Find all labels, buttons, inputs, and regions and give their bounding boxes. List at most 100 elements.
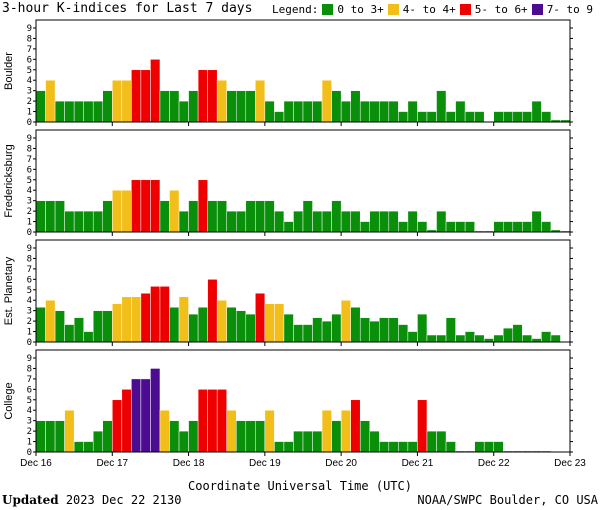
legend-text-storm: 5- to 6+ bbox=[474, 3, 528, 16]
y-tick-label-2-2: 2 bbox=[27, 317, 32, 327]
bar-2-30 bbox=[321, 320, 332, 343]
bar-1-25 bbox=[274, 210, 285, 233]
y-tick-label-0-3: 3 bbox=[27, 87, 32, 97]
bar-2-34 bbox=[359, 317, 370, 343]
bar-0-33 bbox=[350, 90, 361, 123]
bar-3-38 bbox=[398, 441, 409, 453]
panel-label-1: Fredericksburg bbox=[3, 144, 15, 217]
bar-2-17 bbox=[197, 306, 208, 343]
bar-1-29 bbox=[312, 210, 323, 233]
y-tick-label-2-1: 1 bbox=[27, 328, 32, 338]
bar-2-5 bbox=[83, 331, 94, 343]
legend-item-quiet: 0 to 3+ bbox=[322, 3, 384, 16]
bar-3-29 bbox=[312, 430, 323, 453]
y-tick-label-1-2: 2 bbox=[27, 207, 32, 217]
bar-0-5 bbox=[83, 100, 94, 123]
bar-1-9 bbox=[121, 189, 132, 233]
bar-0-31 bbox=[331, 90, 342, 123]
bar-2-8 bbox=[112, 303, 123, 343]
bar-3-37 bbox=[388, 441, 399, 453]
updated-label: Updated bbox=[2, 493, 59, 507]
bar-2-22 bbox=[245, 313, 256, 343]
bar-1-44 bbox=[455, 221, 466, 233]
bar-2-6 bbox=[92, 310, 103, 343]
bar-2-16 bbox=[188, 313, 199, 343]
bar-1-28 bbox=[302, 200, 313, 233]
bar-3-17 bbox=[197, 389, 208, 453]
bar-2-41 bbox=[426, 334, 437, 343]
y-tick-label-1-5: 5 bbox=[27, 176, 32, 186]
y-tick-label-0-5: 5 bbox=[27, 66, 32, 76]
legend-text-quiet: 0 to 3+ bbox=[337, 3, 384, 16]
bar-3-11 bbox=[140, 378, 151, 453]
updated-value: 2023 Dec 22 2130 bbox=[65, 493, 182, 507]
bar-2-44 bbox=[455, 334, 466, 343]
y-tick-label-3-9: 9 bbox=[27, 354, 32, 364]
bar-0-12 bbox=[150, 59, 161, 123]
bar-0-18 bbox=[207, 69, 218, 123]
bar-3-2 bbox=[54, 420, 65, 453]
x-tick-label-2: Dec 18 bbox=[173, 458, 205, 469]
y-tick-label-1-1: 1 bbox=[27, 218, 32, 228]
legend-item-severe: 7- to 9 bbox=[531, 3, 593, 16]
bar-2-0 bbox=[35, 306, 46, 343]
bar-3-34 bbox=[359, 420, 370, 453]
y-tick-label-3-3: 3 bbox=[27, 417, 32, 427]
y-tick-label-1-4: 4 bbox=[27, 186, 32, 196]
bar-1-40 bbox=[417, 221, 428, 233]
bar-0-49 bbox=[503, 111, 514, 123]
y-tick-label-3-7: 7 bbox=[27, 375, 32, 385]
y-tick-label-0-6: 6 bbox=[27, 55, 32, 65]
y-tick-label-3-0: 0 bbox=[27, 448, 32, 458]
bar-3-20 bbox=[226, 409, 237, 453]
y-tick-label-1-6: 6 bbox=[27, 165, 32, 175]
bar-2-29 bbox=[312, 317, 323, 343]
bar-2-2 bbox=[54, 310, 65, 343]
bar-3-40 bbox=[417, 399, 428, 453]
bar-0-26 bbox=[283, 100, 294, 123]
source-credit: NOAA/SWPC Boulder, CO USA bbox=[417, 493, 598, 507]
bar-1-45 bbox=[464, 221, 475, 233]
x-axis-title: Coordinate Universal Time (UTC) bbox=[188, 479, 412, 493]
bar-1-3 bbox=[64, 210, 75, 233]
bar-1-48 bbox=[493, 221, 504, 233]
legend-swatch-severe bbox=[531, 4, 543, 15]
k-index-chart: 0123456789Boulder0123456789Fredericksbur… bbox=[3, 19, 586, 469]
bar-3-30 bbox=[321, 409, 332, 453]
bar-3-21 bbox=[236, 420, 247, 453]
bar-2-31 bbox=[331, 313, 342, 343]
legend-item-storm: 5- to 6+ bbox=[459, 3, 528, 16]
bar-2-53 bbox=[541, 331, 552, 343]
bar-2-12 bbox=[150, 286, 161, 343]
bar-3-22 bbox=[245, 420, 256, 453]
bar-2-52 bbox=[531, 338, 542, 343]
bar-1-10 bbox=[131, 179, 142, 233]
bar-1-24 bbox=[264, 200, 275, 233]
bar-3-25 bbox=[274, 441, 285, 453]
y-tick-label-0-2: 2 bbox=[27, 97, 32, 107]
bar-1-21 bbox=[236, 210, 247, 233]
legend-item-active: 4- to 4+ bbox=[387, 3, 456, 16]
bar-0-53 bbox=[541, 111, 552, 123]
bar-1-23 bbox=[255, 200, 266, 233]
y-tick-label-1-3: 3 bbox=[27, 197, 32, 207]
bar-2-9 bbox=[121, 296, 132, 343]
legend-text-active: 4- to 4+ bbox=[402, 3, 456, 16]
updated-stamp: Updated 2023 Dec 22 2130 bbox=[2, 493, 181, 507]
bar-1-42 bbox=[436, 210, 447, 233]
bar-0-29 bbox=[312, 100, 323, 123]
panel-frame-2 bbox=[35, 239, 571, 343]
bar-0-7 bbox=[102, 90, 113, 123]
bar-3-23 bbox=[255, 420, 266, 453]
x-tick-label-6: Dec 22 bbox=[478, 458, 510, 469]
bar-2-36 bbox=[379, 317, 390, 343]
bar-1-34 bbox=[359, 221, 370, 233]
bar-1-4 bbox=[73, 210, 84, 233]
bar-2-25 bbox=[274, 303, 285, 343]
bar-1-36 bbox=[379, 210, 390, 233]
y-tick-label-2-3: 3 bbox=[27, 307, 32, 317]
legend-label: Legend: bbox=[272, 3, 319, 16]
bar-2-33 bbox=[350, 306, 361, 343]
bar-0-10 bbox=[131, 69, 142, 123]
y-tick-label-0-7: 7 bbox=[27, 45, 32, 55]
